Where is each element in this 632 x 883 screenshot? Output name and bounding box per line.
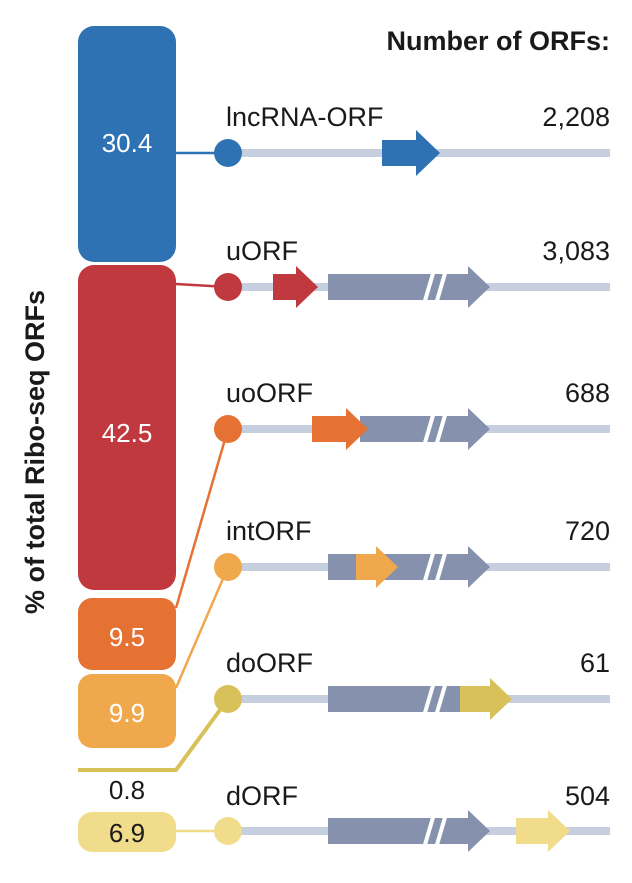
start-dots	[214, 139, 242, 845]
segment-dorf	[78, 812, 176, 852]
orf-arrow-uoorf	[312, 408, 368, 450]
start-dot-uorf	[214, 273, 242, 301]
start-dot-lncrna	[214, 139, 242, 167]
label-lncrna-orf: lncRNA-ORF	[226, 102, 384, 132]
main-orf-arrow-dorf	[328, 810, 490, 852]
label-dorf: dORF	[226, 781, 298, 811]
count-lncrna-orf: 2,208	[542, 102, 610, 132]
break-mark-uorf	[434, 269, 448, 305]
main-orf-arrow-uoorf	[360, 408, 490, 450]
label-intorf: intORF	[226, 516, 312, 546]
segment-intorf	[78, 674, 176, 748]
break-mark-uoorf	[434, 411, 448, 447]
count-intorf: 720	[565, 516, 610, 546]
break-mark-doorf	[422, 681, 436, 717]
break-mark-uoorf	[422, 411, 436, 447]
count-uoorf: 688	[565, 378, 610, 408]
start-dot-intorf	[214, 553, 242, 581]
orf-arrow-dorf	[516, 810, 570, 852]
start-dot-dorf	[214, 817, 242, 845]
label-uorf: uORF	[226, 236, 298, 266]
connector-intorf	[174, 566, 230, 689]
start-dot-doorf	[214, 685, 242, 713]
count-uorf: 3,083	[542, 236, 610, 266]
count-dorf: 504	[565, 781, 610, 811]
connector-lines	[78, 151, 230, 833]
connector-doorf	[78, 697, 230, 772]
main-orf-arrow-uorf	[328, 266, 490, 308]
break-mark-intorf	[434, 549, 448, 585]
orf-arrow-intorf	[356, 546, 398, 588]
break-mark-intorf	[422, 549, 436, 585]
count-doorf: 61	[580, 648, 610, 678]
orf-arrow-uorf	[273, 266, 318, 308]
label-uoorf: uoORF	[226, 378, 313, 408]
segment-uoorf	[78, 598, 176, 670]
orf-arrow-doorf	[460, 678, 512, 720]
value-lncrna-orf: 30.4	[102, 128, 153, 158]
break-mark-uorf	[422, 269, 436, 305]
value-uorf: 42.5	[102, 418, 153, 448]
start-dot-uoorf	[214, 415, 242, 443]
orf-arrow-lncrna	[382, 130, 440, 176]
break-marks	[422, 269, 448, 849]
break-mark-dorf	[434, 813, 448, 849]
y-axis-label: % of total Ribo-seq ORFs	[20, 290, 50, 614]
connector-uoorf	[174, 428, 230, 609]
label-doorf: doORF	[226, 648, 313, 678]
main-orf-arrow-intorf	[328, 546, 490, 588]
stacked-bar	[78, 26, 176, 852]
break-mark-doorf	[434, 681, 448, 717]
main-orf-arrows	[328, 266, 490, 852]
orf-arrows	[273, 130, 570, 852]
segment-lncrna-orf	[78, 26, 176, 262]
value-dorf: 6.9	[109, 818, 145, 848]
segment-uorf	[78, 265, 176, 590]
value-uoorf: 9.5	[109, 622, 145, 652]
value-intorf: 9.9	[109, 698, 145, 728]
number-of-orfs-header: Number of ORFs:	[386, 26, 610, 56]
value-doorf: 0.8	[109, 775, 145, 805]
break-mark-dorf	[422, 813, 436, 849]
